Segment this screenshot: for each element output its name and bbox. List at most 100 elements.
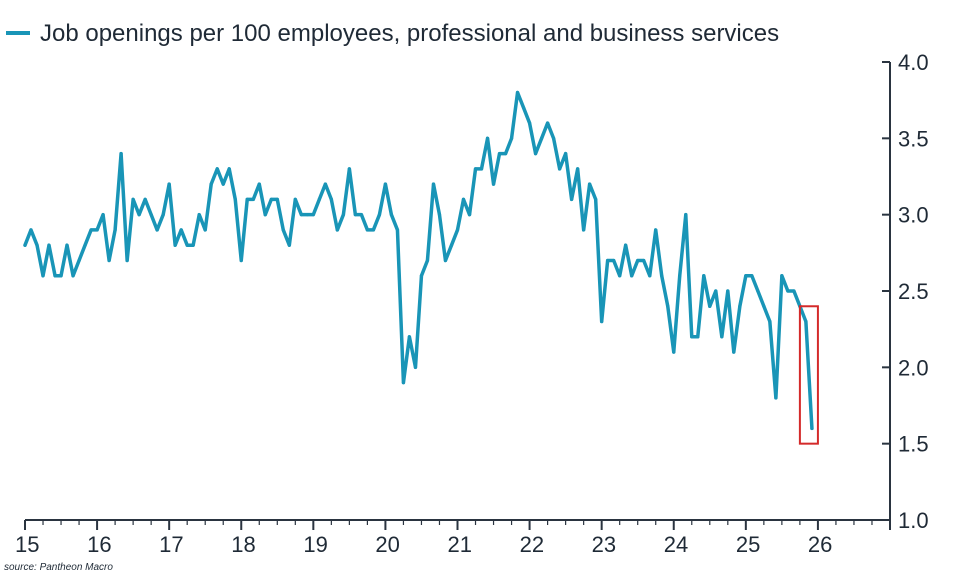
data-point	[522, 106, 526, 110]
data-point	[497, 152, 502, 156]
data-point	[564, 152, 568, 156]
data-point	[461, 197, 466, 201]
data-point	[762, 304, 766, 308]
data-point	[203, 228, 207, 232]
data-point	[131, 197, 135, 201]
data-point	[551, 136, 556, 140]
data-point	[708, 304, 712, 308]
data-point	[395, 228, 400, 232]
data-point	[714, 289, 718, 293]
data-point	[89, 228, 93, 232]
data-point	[191, 243, 195, 247]
data-point	[29, 228, 33, 232]
data-point	[503, 152, 508, 156]
data-point	[407, 335, 412, 339]
data-point	[65, 243, 69, 247]
data-point	[744, 274, 748, 278]
plot-area	[23, 90, 814, 431]
data-point	[263, 213, 267, 217]
data-point	[47, 243, 51, 247]
data-point	[768, 319, 772, 324]
data-point	[353, 213, 357, 217]
data-point	[347, 167, 351, 171]
data-point	[77, 258, 81, 263]
data-point	[558, 167, 562, 171]
data-point	[449, 243, 454, 247]
data-point	[299, 213, 303, 217]
data-point	[137, 213, 141, 217]
data-point	[275, 197, 279, 201]
x-tick-label: 16	[87, 532, 111, 557]
data-point	[281, 228, 285, 232]
data-point	[738, 304, 742, 308]
data-point	[329, 197, 333, 201]
data-point	[149, 213, 153, 217]
data-point	[233, 197, 237, 201]
axes: 1.0 1.5 2.0 2.5 3.0 3.5 4.0 15 16 17 18 19 20 21 22 23 2…	[15, 50, 929, 557]
data-point	[666, 304, 670, 308]
data-point	[71, 274, 75, 278]
data-point	[594, 197, 598, 201]
data-point	[678, 274, 682, 278]
data-point	[443, 258, 448, 263]
x-tick-label: 18	[231, 532, 255, 557]
data-point	[305, 213, 309, 217]
data-point	[606, 258, 610, 263]
y-tick-label: 2.5	[898, 279, 929, 304]
data-point	[389, 213, 393, 217]
x-tick-label: 26	[808, 532, 832, 557]
x-tick-label: 17	[159, 532, 183, 557]
data-point	[672, 350, 676, 354]
source-note: source: Pantheon Macro	[4, 562, 113, 573]
data-point	[774, 396, 778, 400]
data-point	[533, 152, 538, 156]
data-point	[455, 228, 460, 232]
data-point	[155, 228, 159, 232]
data-point	[546, 121, 550, 125]
data-point	[473, 167, 478, 171]
data-point	[467, 213, 472, 217]
x-tick-label: 24	[664, 532, 688, 557]
data-point	[618, 274, 622, 278]
data-point	[209, 182, 213, 186]
data-point	[540, 136, 544, 140]
data-point	[377, 213, 382, 217]
data-point	[660, 274, 664, 278]
data-point	[786, 289, 790, 293]
x-tick-label: 20	[375, 532, 399, 557]
data-point	[221, 182, 225, 186]
legend: Job openings per 100 employees, professi…	[6, 20, 779, 47]
data-point	[720, 335, 724, 339]
highlight-layer	[798, 305, 819, 445]
x-tick-label: 23	[592, 532, 616, 557]
data-point	[437, 213, 442, 217]
data-point	[359, 213, 364, 217]
data-point	[215, 167, 219, 171]
data-point	[287, 243, 291, 247]
data-point	[41, 274, 45, 278]
data-point	[419, 274, 424, 278]
data-point	[515, 90, 520, 95]
data-point	[624, 243, 628, 247]
data-point	[690, 335, 694, 339]
data-point	[83, 243, 87, 247]
x-tick-label: 25	[736, 532, 760, 557]
data-point	[335, 228, 339, 232]
data-point	[383, 182, 388, 186]
data-point	[636, 258, 640, 263]
data-point	[311, 213, 315, 217]
y-tick-label: 1.0	[898, 508, 929, 533]
data-point	[479, 167, 484, 171]
y-tick-label: 3.5	[898, 126, 929, 151]
data-point	[750, 274, 754, 278]
y-tick-label: 4.0	[898, 50, 929, 75]
data-point	[101, 213, 105, 217]
data-point	[732, 350, 736, 354]
data-point	[401, 381, 406, 385]
data-point	[113, 228, 117, 232]
data-point	[600, 319, 604, 324]
data-point	[702, 274, 706, 278]
data-point	[161, 213, 165, 217]
data-point	[59, 274, 63, 278]
